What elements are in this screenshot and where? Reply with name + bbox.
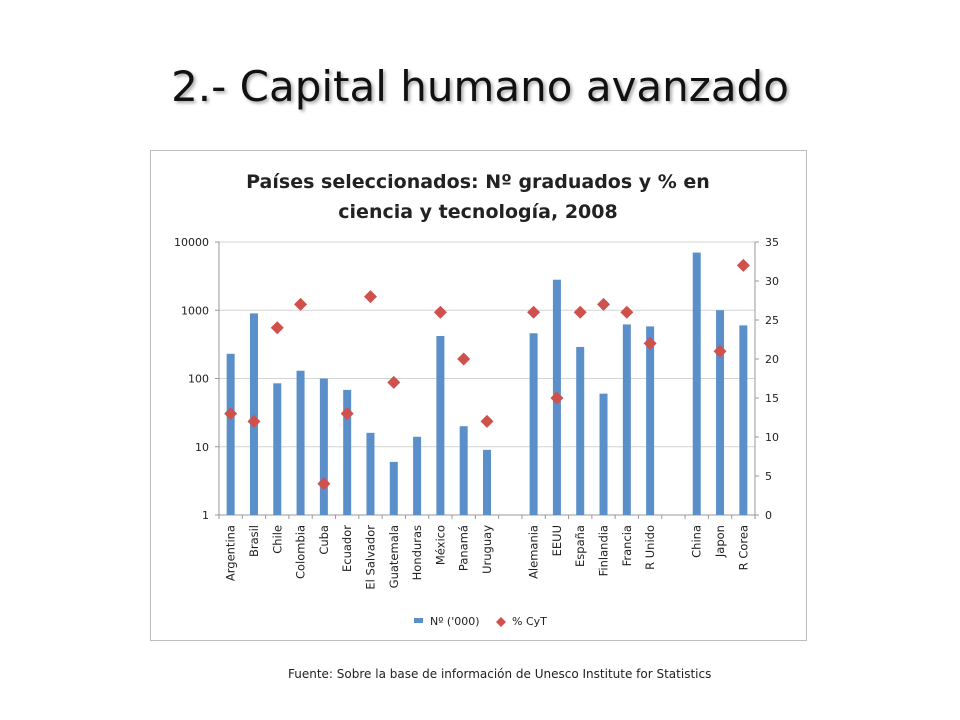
y-left-tick-label: 1000 (181, 304, 209, 317)
y-left-tick-label: 10 (195, 441, 209, 454)
bar (413, 436, 422, 515)
x-tick-label: México (433, 525, 447, 565)
x-tick-label: Japon (713, 525, 727, 558)
y-right-tick-label: 25 (765, 314, 779, 327)
bar (226, 353, 235, 515)
marker (573, 305, 587, 319)
x-tick-label: EEUU (550, 525, 564, 556)
marker (597, 297, 611, 311)
y-right-tick-label: 35 (765, 236, 779, 249)
legend-swatch-markers (496, 617, 506, 627)
x-tick-label: Ecuador (340, 525, 354, 572)
y-left-tick-label: 10000 (174, 236, 209, 249)
y-right-tick-label: 0 (765, 509, 772, 522)
slide-title: 2.- Capital humano avanzado (171, 62, 789, 111)
bar (343, 389, 352, 515)
y-left-tick-label: 1 (202, 509, 209, 522)
source-note: Fuente: Sobre la base de información de … (288, 667, 712, 681)
bar (483, 449, 491, 515)
x-tick-label: R Corea (736, 525, 750, 570)
marker (224, 407, 238, 421)
marker (363, 290, 377, 304)
marker (713, 344, 727, 358)
bar (319, 378, 328, 515)
marker (550, 391, 564, 405)
y-right-tick-label: 5 (765, 470, 772, 483)
bar (739, 325, 748, 515)
marker (270, 321, 284, 335)
legend-swatch-bars (414, 618, 423, 623)
x-tick-label: Colombia (294, 525, 308, 579)
bar (529, 333, 538, 515)
x-tick-label: Alemania (527, 525, 541, 579)
x-tick-label: España (573, 525, 587, 567)
bar (599, 393, 608, 515)
x-tick-label: Francia (620, 525, 634, 566)
x-tick-label: Chile (270, 525, 284, 554)
bar (249, 313, 258, 515)
chart-frame: Países seleccionados: Nº graduados y % e… (150, 150, 807, 641)
x-tick-label: Finlandia (597, 525, 611, 576)
x-tick-label: Brasil (247, 525, 261, 557)
x-tick-label: Honduras (410, 525, 424, 580)
x-tick-label: Guatemala (387, 525, 401, 588)
y-right-tick-label: 15 (765, 392, 779, 405)
bar (366, 432, 375, 515)
bar (436, 335, 445, 515)
marker (457, 352, 471, 366)
marker (247, 414, 261, 428)
bar (692, 252, 701, 515)
marker (736, 258, 750, 272)
bar (716, 310, 725, 515)
marker (294, 297, 308, 311)
x-tick-label: Uruguay (480, 525, 494, 574)
marker (527, 305, 541, 319)
x-tick-label: Argentina (224, 525, 238, 581)
x-tick-label: Cuba (317, 525, 331, 555)
bar (459, 426, 468, 515)
chart-title-line: Países seleccionados: Nº graduados y % e… (246, 171, 710, 193)
y-right-tick-label: 20 (765, 353, 779, 366)
marker (643, 336, 657, 350)
legend-label: Nº ('000) (430, 615, 480, 628)
marker (433, 305, 447, 319)
bar (296, 370, 305, 515)
bar (576, 346, 585, 515)
chart-title-line: ciencia y tecnología, 2008 (338, 201, 617, 223)
marker (317, 477, 331, 491)
bar (646, 326, 655, 515)
x-tick-label: Panamá (457, 525, 471, 571)
marker (387, 375, 401, 389)
chart: Países seleccionados: Nº graduados y % e… (174, 171, 779, 628)
y-left-tick-label: 100 (188, 373, 209, 386)
x-tick-label: China (690, 525, 704, 558)
x-tick-label: El Salvador (363, 525, 377, 590)
bar (389, 461, 398, 515)
marker (480, 414, 494, 428)
bar (622, 324, 631, 515)
marker (620, 305, 634, 319)
y-right-tick-label: 10 (765, 431, 779, 444)
bar (273, 383, 282, 515)
x-tick-label: R Unido (643, 525, 657, 570)
marker (340, 407, 354, 421)
y-right-tick-label: 30 (765, 275, 779, 288)
legend-label: % CyT (512, 615, 547, 628)
